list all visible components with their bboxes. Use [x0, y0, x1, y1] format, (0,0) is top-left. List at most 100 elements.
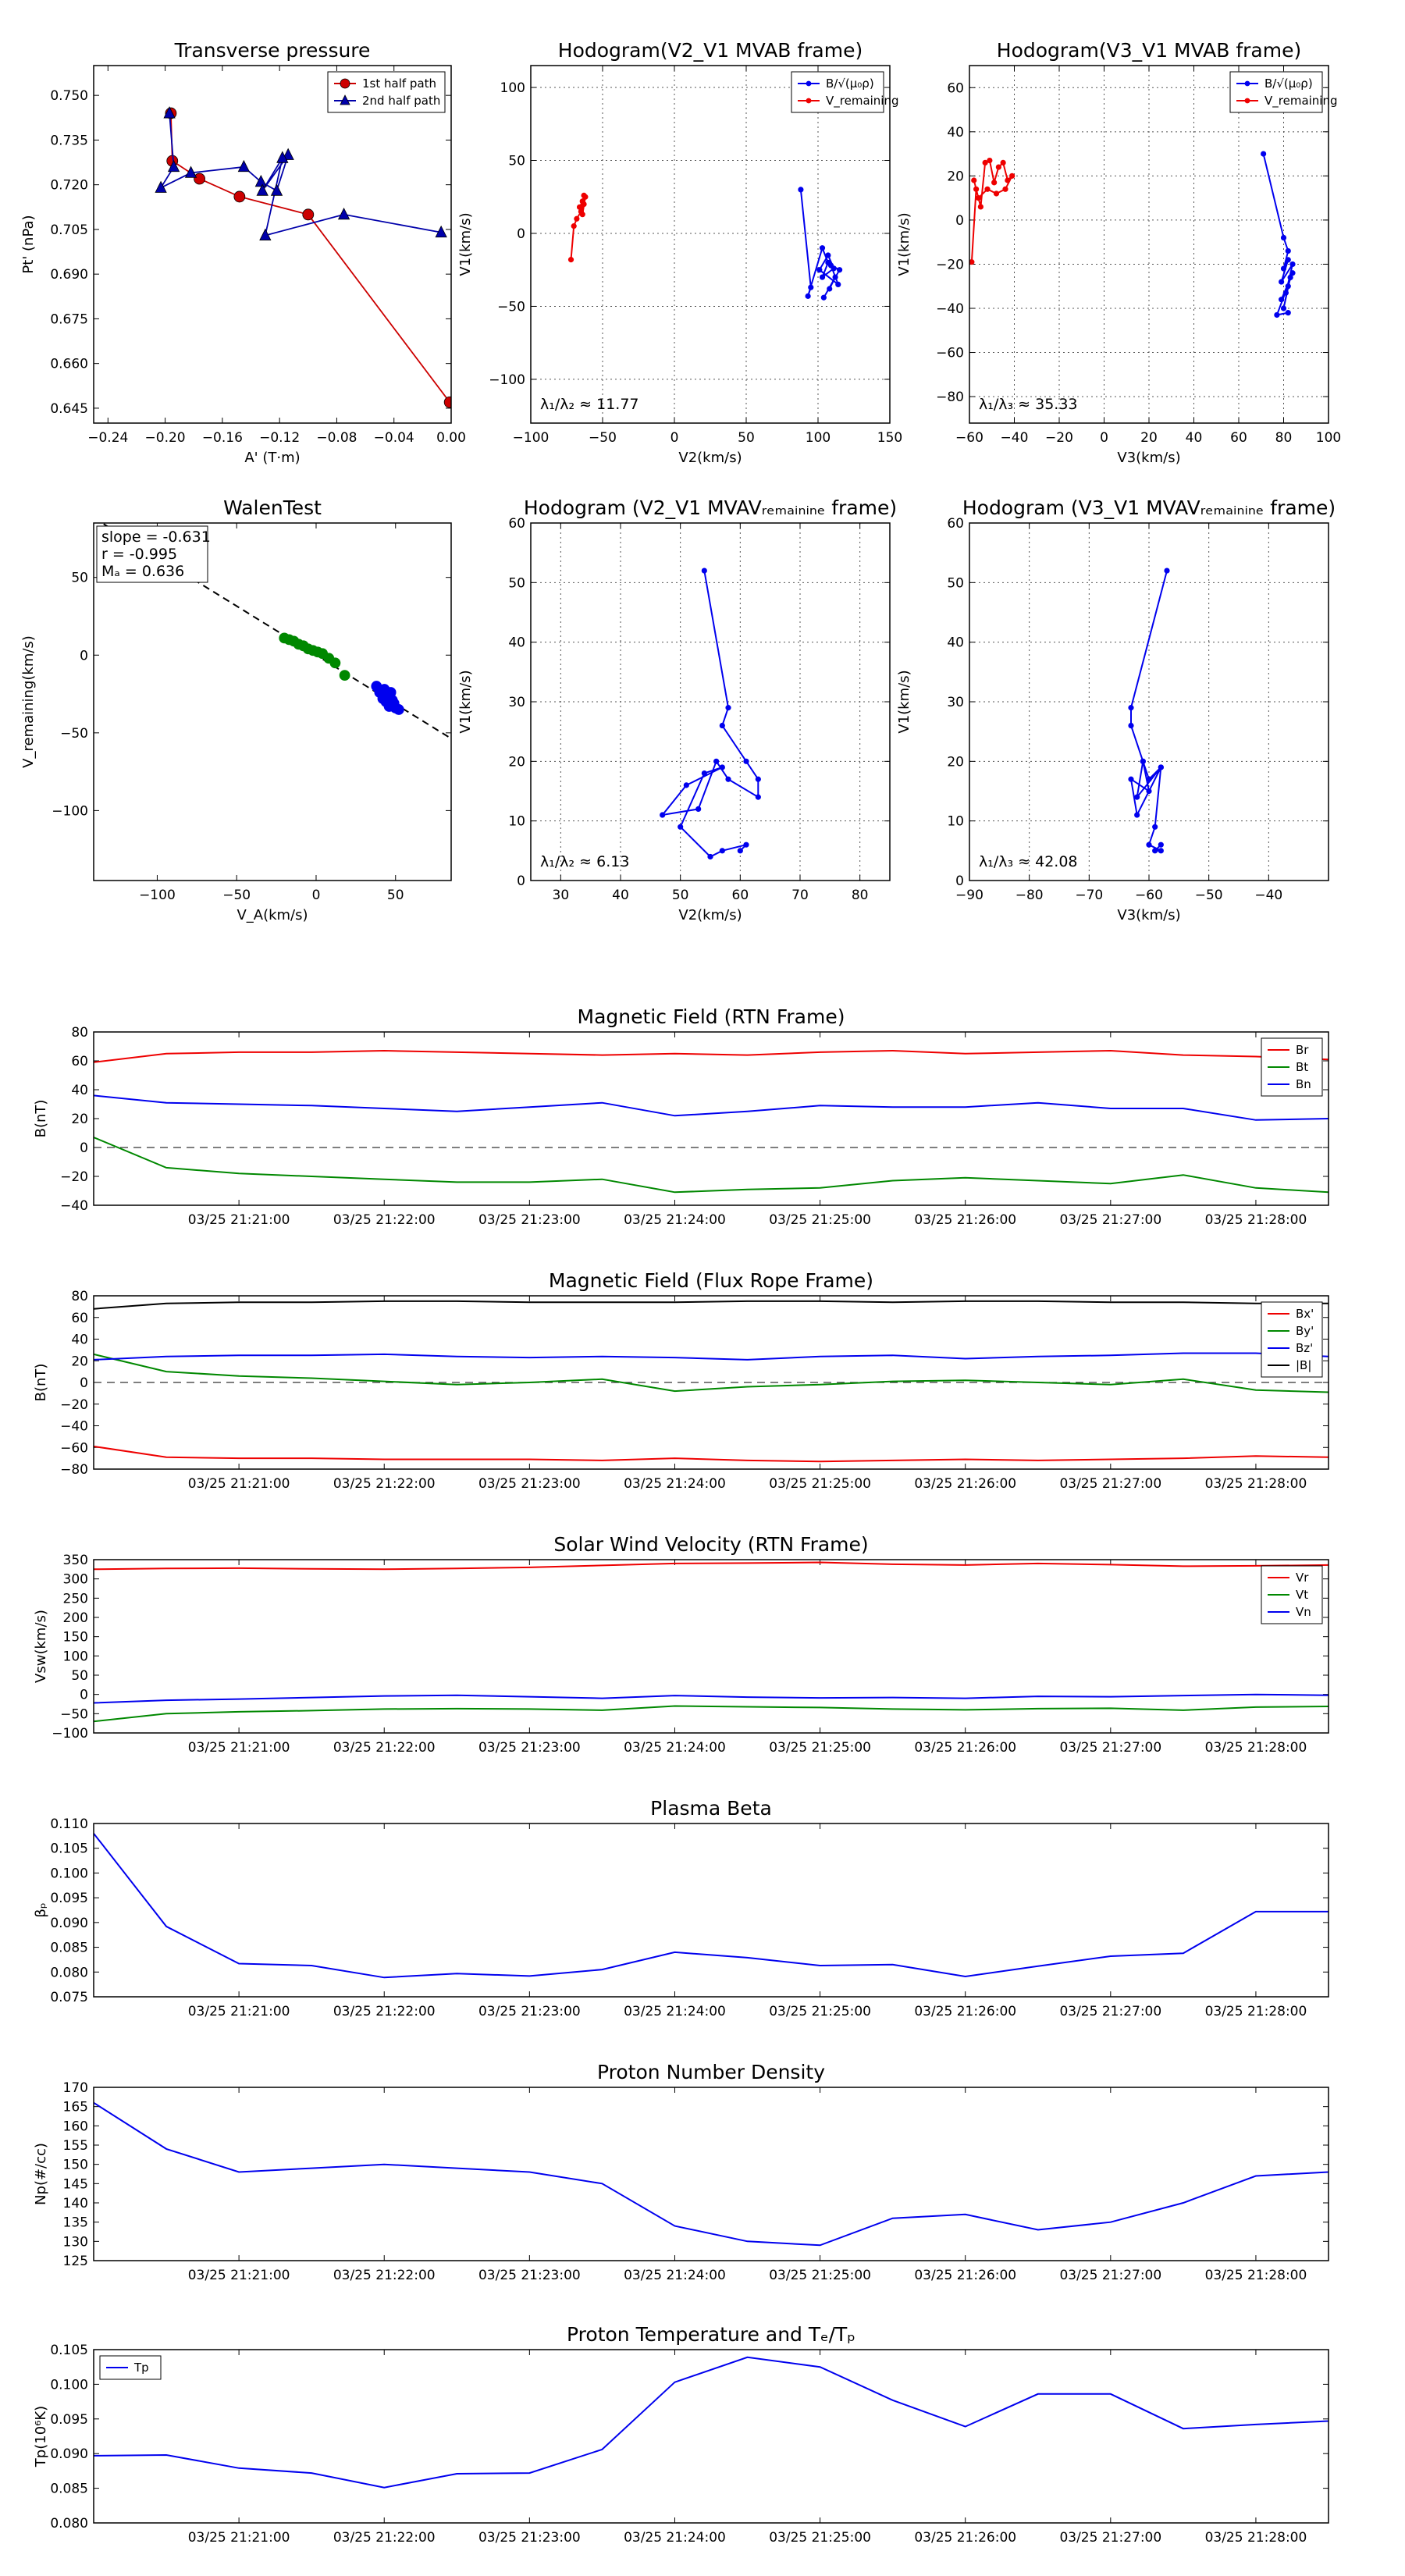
- x-tick-label: −40: [1254, 888, 1282, 903]
- y-tick-label: 140: [63, 2196, 88, 2211]
- chart-title: Magnetic Field (Flux Rope Frame): [549, 1269, 873, 1292]
- data-point: [820, 294, 827, 301]
- y-tick-label: 20: [947, 754, 964, 770]
- data-point: [1134, 812, 1140, 818]
- x-tick-label: 03/25 21:22:00: [333, 2530, 436, 2546]
- chart-h2: Hodogram(V3_V1 MVAB frame) −60 −40 −20 0 20 40…: [896, 39, 1341, 466]
- data-point: [798, 187, 804, 193]
- y-axis-label: Tp(10⁶K): [33, 2406, 49, 2467]
- legend-label: V_remaining: [826, 94, 899, 109]
- y-axis-label: V1(km/s): [896, 212, 912, 276]
- plot-frame: [969, 522, 1329, 881]
- x-tick-label: −70: [1075, 888, 1103, 903]
- data-point: [1128, 705, 1134, 711]
- legend-label: B/√(μ₀ρ): [826, 76, 874, 91]
- legend: Br Bt Bn: [1261, 1037, 1323, 1097]
- y-tick-label: 0: [517, 873, 525, 889]
- x-tick-label: 03/25 21:28:00: [1205, 2004, 1307, 2019]
- x-tick-label: −80: [1016, 888, 1044, 903]
- series-line-1: [94, 1137, 1329, 1194]
- y-tick-label: 0.090: [50, 2446, 88, 2462]
- chart-ts6: Proton Temperature and Tₑ/Tₚ 03/25 21:21:…: [33, 2323, 1329, 2546]
- data-point: [233, 190, 246, 203]
- data-point: [576, 204, 583, 210]
- data-point: [1280, 234, 1287, 241]
- legend: Tp: [99, 2355, 162, 2380]
- data-point: [579, 212, 585, 218]
- legend-marker: [1244, 98, 1250, 104]
- x-tick-label: 03/25 21:21:00: [188, 1212, 290, 1228]
- data-point: [1009, 173, 1016, 179]
- data-point: [1285, 257, 1291, 263]
- y-tick-label: −50: [60, 1706, 88, 1722]
- series-line-0: [94, 2356, 1329, 2489]
- x-tick-label: 03/25 21:24:00: [624, 1476, 726, 1492]
- y-tick-label: 0.105: [50, 1841, 88, 1857]
- x-tick-label: 03/25 21:24:00: [624, 2004, 726, 2019]
- data-point: [184, 165, 197, 178]
- x-tick-label: 03/25 21:21:00: [188, 2530, 290, 2546]
- legend-marker: [340, 94, 350, 105]
- chart-title: Hodogram (V3_V1 MVAVᵣₑₘₐᵢₙᵢₙₑ frame): [962, 496, 1336, 519]
- legend-label: Vn: [1296, 1605, 1311, 1619]
- x-tick-label: 03/25 21:25:00: [769, 1212, 871, 1228]
- series-line-0: [170, 113, 450, 403]
- y-tick-label: 0: [80, 648, 88, 664]
- data-point: [1146, 788, 1152, 795]
- x-tick-label: 50: [672, 888, 689, 903]
- chart-title: Hodogram(V3_V1 MVAB frame): [997, 39, 1301, 62]
- y-tick-label: 0.750: [50, 88, 88, 104]
- x-tick-label: −50: [589, 430, 617, 446]
- legend-label: |B|: [1296, 1358, 1311, 1372]
- chart-title: Transverse pressure: [174, 39, 371, 62]
- chart-h3: Hodogram (V2_V1 MVAVᵣₑₘₐᵢₙᵢₙₑ frame) 30 40…: [457, 496, 897, 923]
- plot-frame: [93, 1823, 1329, 1998]
- x-tick-label: 03/25 21:27:00: [1059, 2530, 1161, 2546]
- data-point: [755, 776, 761, 782]
- y-tick-label: 100: [63, 1649, 88, 1664]
- y-tick-label: 250: [63, 1591, 88, 1606]
- series-line-1: [94, 1705, 1329, 1723]
- data-point: [737, 848, 743, 854]
- series-line-2: [94, 1094, 1329, 1121]
- y-tick-label: 0: [80, 1688, 88, 1703]
- y-axis-label: V1(km/s): [896, 670, 912, 733]
- chart-title: Solar Wind Velocity (RTN Frame): [553, 1533, 868, 1556]
- x-tick-label: 03/25 21:26:00: [914, 1740, 1016, 1756]
- chart-h4: Hodogram (V3_V1 MVAVᵣₑₘₐᵢₙᵢₙₑ frame) −90 −…: [896, 496, 1336, 923]
- series-line-3: [94, 1300, 1329, 1310]
- x-tick-label: 03/25 21:24:00: [624, 1212, 726, 1228]
- y-tick-label: 170: [63, 2080, 88, 2096]
- x-tick-label: −50: [222, 888, 251, 903]
- legend-label: Vr: [1296, 1571, 1309, 1585]
- data-point: [991, 180, 998, 186]
- plot-frame: [93, 1295, 1329, 1470]
- y-tick-label: 0: [517, 226, 525, 242]
- legend-label: Tp: [133, 2361, 149, 2375]
- legend-label: Bn: [1296, 1077, 1311, 1091]
- x-tick-label: 150: [877, 430, 902, 446]
- plot-area: [98, 523, 451, 739]
- x-tick-label: 03/25 21:21:00: [188, 1476, 290, 1492]
- y-tick-label: 0.100: [50, 2377, 88, 2393]
- y-tick-label: −20: [936, 257, 964, 272]
- data-point: [725, 776, 731, 782]
- eigen-ratio: λ₁/λ₃ ≈ 35.33: [979, 396, 1078, 413]
- data-point: [832, 274, 838, 280]
- x-tick-label: −0.08: [316, 430, 357, 446]
- chart-ts4: Plasma Beta 03/25 21:21:00 03/25 21:22:00 0…: [33, 1797, 1329, 2019]
- eigen-ratio: λ₁/λ₂ ≈ 11.77: [540, 396, 639, 413]
- data-point: [984, 186, 991, 192]
- y-tick-label: −100: [52, 803, 88, 819]
- x-tick-label: 03/25 21:22:00: [333, 1740, 436, 1756]
- y-tick-label: 30: [947, 695, 964, 710]
- data-point: [329, 657, 341, 669]
- x-axis-label: A' (T·m): [244, 450, 300, 466]
- x-axis-label: V2(km/s): [678, 907, 742, 923]
- data-point: [1158, 848, 1164, 854]
- y-tick-label: 0.095: [50, 1891, 88, 1906]
- data-point: [1261, 151, 1267, 157]
- x-tick-label: 80: [1275, 430, 1293, 446]
- y-tick-label: 0.085: [50, 1941, 88, 1956]
- data-point: [707, 853, 713, 860]
